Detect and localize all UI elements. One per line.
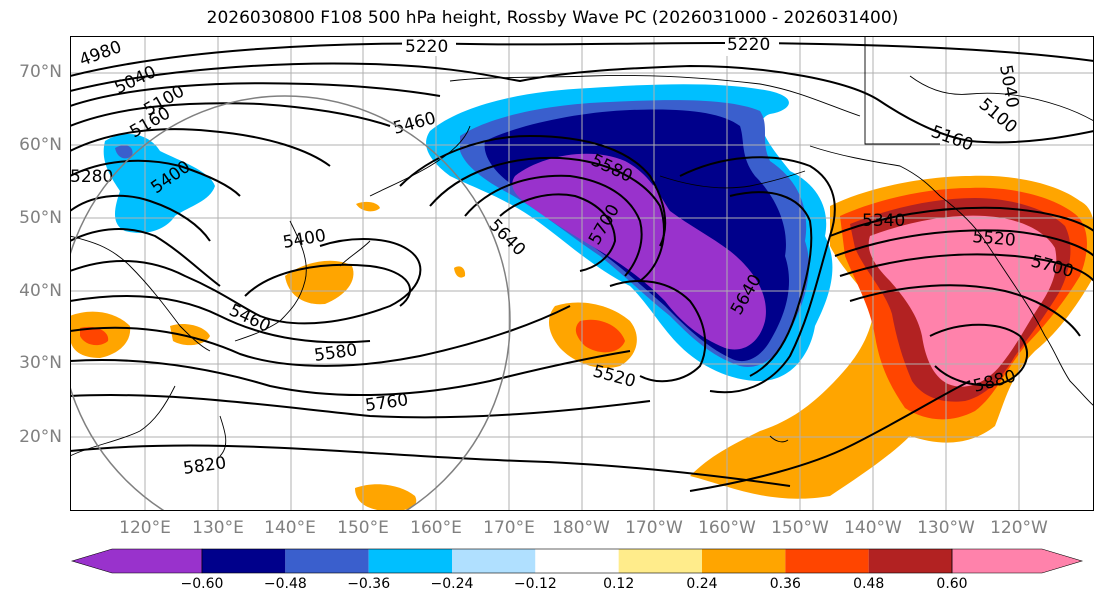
colorbar-segment (202, 549, 286, 573)
colorbar-segment (70, 548, 203, 574)
graticule (70, 36, 1094, 511)
contour-label: 5340 (862, 211, 905, 231)
lon-label-150w: 150°W (771, 518, 829, 538)
colorbar-segment (868, 549, 952, 573)
colorbar-tick-label: 0.24 (686, 576, 718, 592)
colorbar-segment (951, 548, 1084, 574)
colorbar (70, 548, 1084, 574)
lon-label-180w: 180°W (552, 518, 610, 538)
positive-anomaly-japan (285, 260, 354, 305)
colorbar-tick-label: −0.60 (180, 576, 224, 592)
lon-label-170e: 170°E (483, 518, 535, 538)
anomaly-fill-layer (70, 84, 1094, 511)
positive-anomaly-philippine (355, 484, 417, 511)
negative-anomaly-west-core (115, 145, 133, 159)
lon-label-170w: 170°W (625, 518, 683, 538)
colorbar-segment (452, 549, 536, 573)
colorbar-tick-label: −0.12 (513, 576, 557, 592)
contour-label: 5220 (405, 37, 448, 57)
colorbar-segment (618, 549, 702, 573)
lon-label-160e: 160°E (410, 518, 462, 538)
coastlines (70, 36, 1094, 457)
lon-label-140w: 140°W (844, 518, 902, 538)
lon-label-150e: 150°E (337, 518, 389, 538)
lat-label-60: 60°N (19, 135, 62, 155)
height-contours (70, 42, 1094, 492)
contour-label: 5220 (727, 36, 770, 55)
lon-label-160w: 160°W (698, 518, 756, 538)
colorbar-segment (785, 549, 869, 573)
positive-anomaly-central-core (575, 319, 625, 353)
colorbar-segment (368, 549, 452, 573)
positive-anomaly-small-2 (454, 266, 466, 278)
contour-label: 5520 (972, 227, 1017, 251)
lon-label-120e: 120°E (119, 518, 171, 538)
colorbar-tick-label: 0.36 (769, 576, 801, 592)
contour-label: 5280 (70, 167, 113, 187)
colorbar-tick-label: 0.48 (853, 576, 885, 592)
map-panel[interactable]: 5220 5220 4980 5040 5100 5160 5280 5400 … (70, 36, 1094, 511)
colorbar-tick-label: −0.48 (263, 576, 307, 592)
colorbar-segment (285, 549, 369, 573)
colorbar-tick-label: −0.36 (347, 576, 391, 592)
map-frame (70, 36, 1094, 511)
region-circle (70, 95, 511, 511)
lon-label-120w: 120°W (990, 518, 1048, 538)
lon-label-130e: 130°E (192, 518, 244, 538)
colorbar-tick-label: 0.60 (936, 576, 968, 592)
lat-label-20: 20°N (19, 427, 62, 447)
lat-label-40: 40°N (19, 281, 62, 301)
lat-label-70: 70°N (19, 62, 62, 82)
positive-anomaly-small-1 (356, 201, 380, 212)
negative-anomaly-west (103, 133, 215, 233)
colorbar-tick-label: −0.24 (430, 576, 474, 592)
colorbar-segment (535, 549, 619, 573)
map-title: 2026030800 F108 500 hPa height, Rossby W… (206, 8, 899, 28)
lon-label-140e: 140°E (264, 518, 316, 538)
lon-label-130w: 130°W (917, 518, 975, 538)
lat-label-30: 30°N (19, 353, 62, 373)
positive-anomaly-china-core (80, 326, 109, 346)
lat-label-50: 50°N (19, 208, 62, 228)
colorbar-tick-label: 0.12 (603, 576, 635, 592)
colorbar-segment (702, 549, 786, 573)
